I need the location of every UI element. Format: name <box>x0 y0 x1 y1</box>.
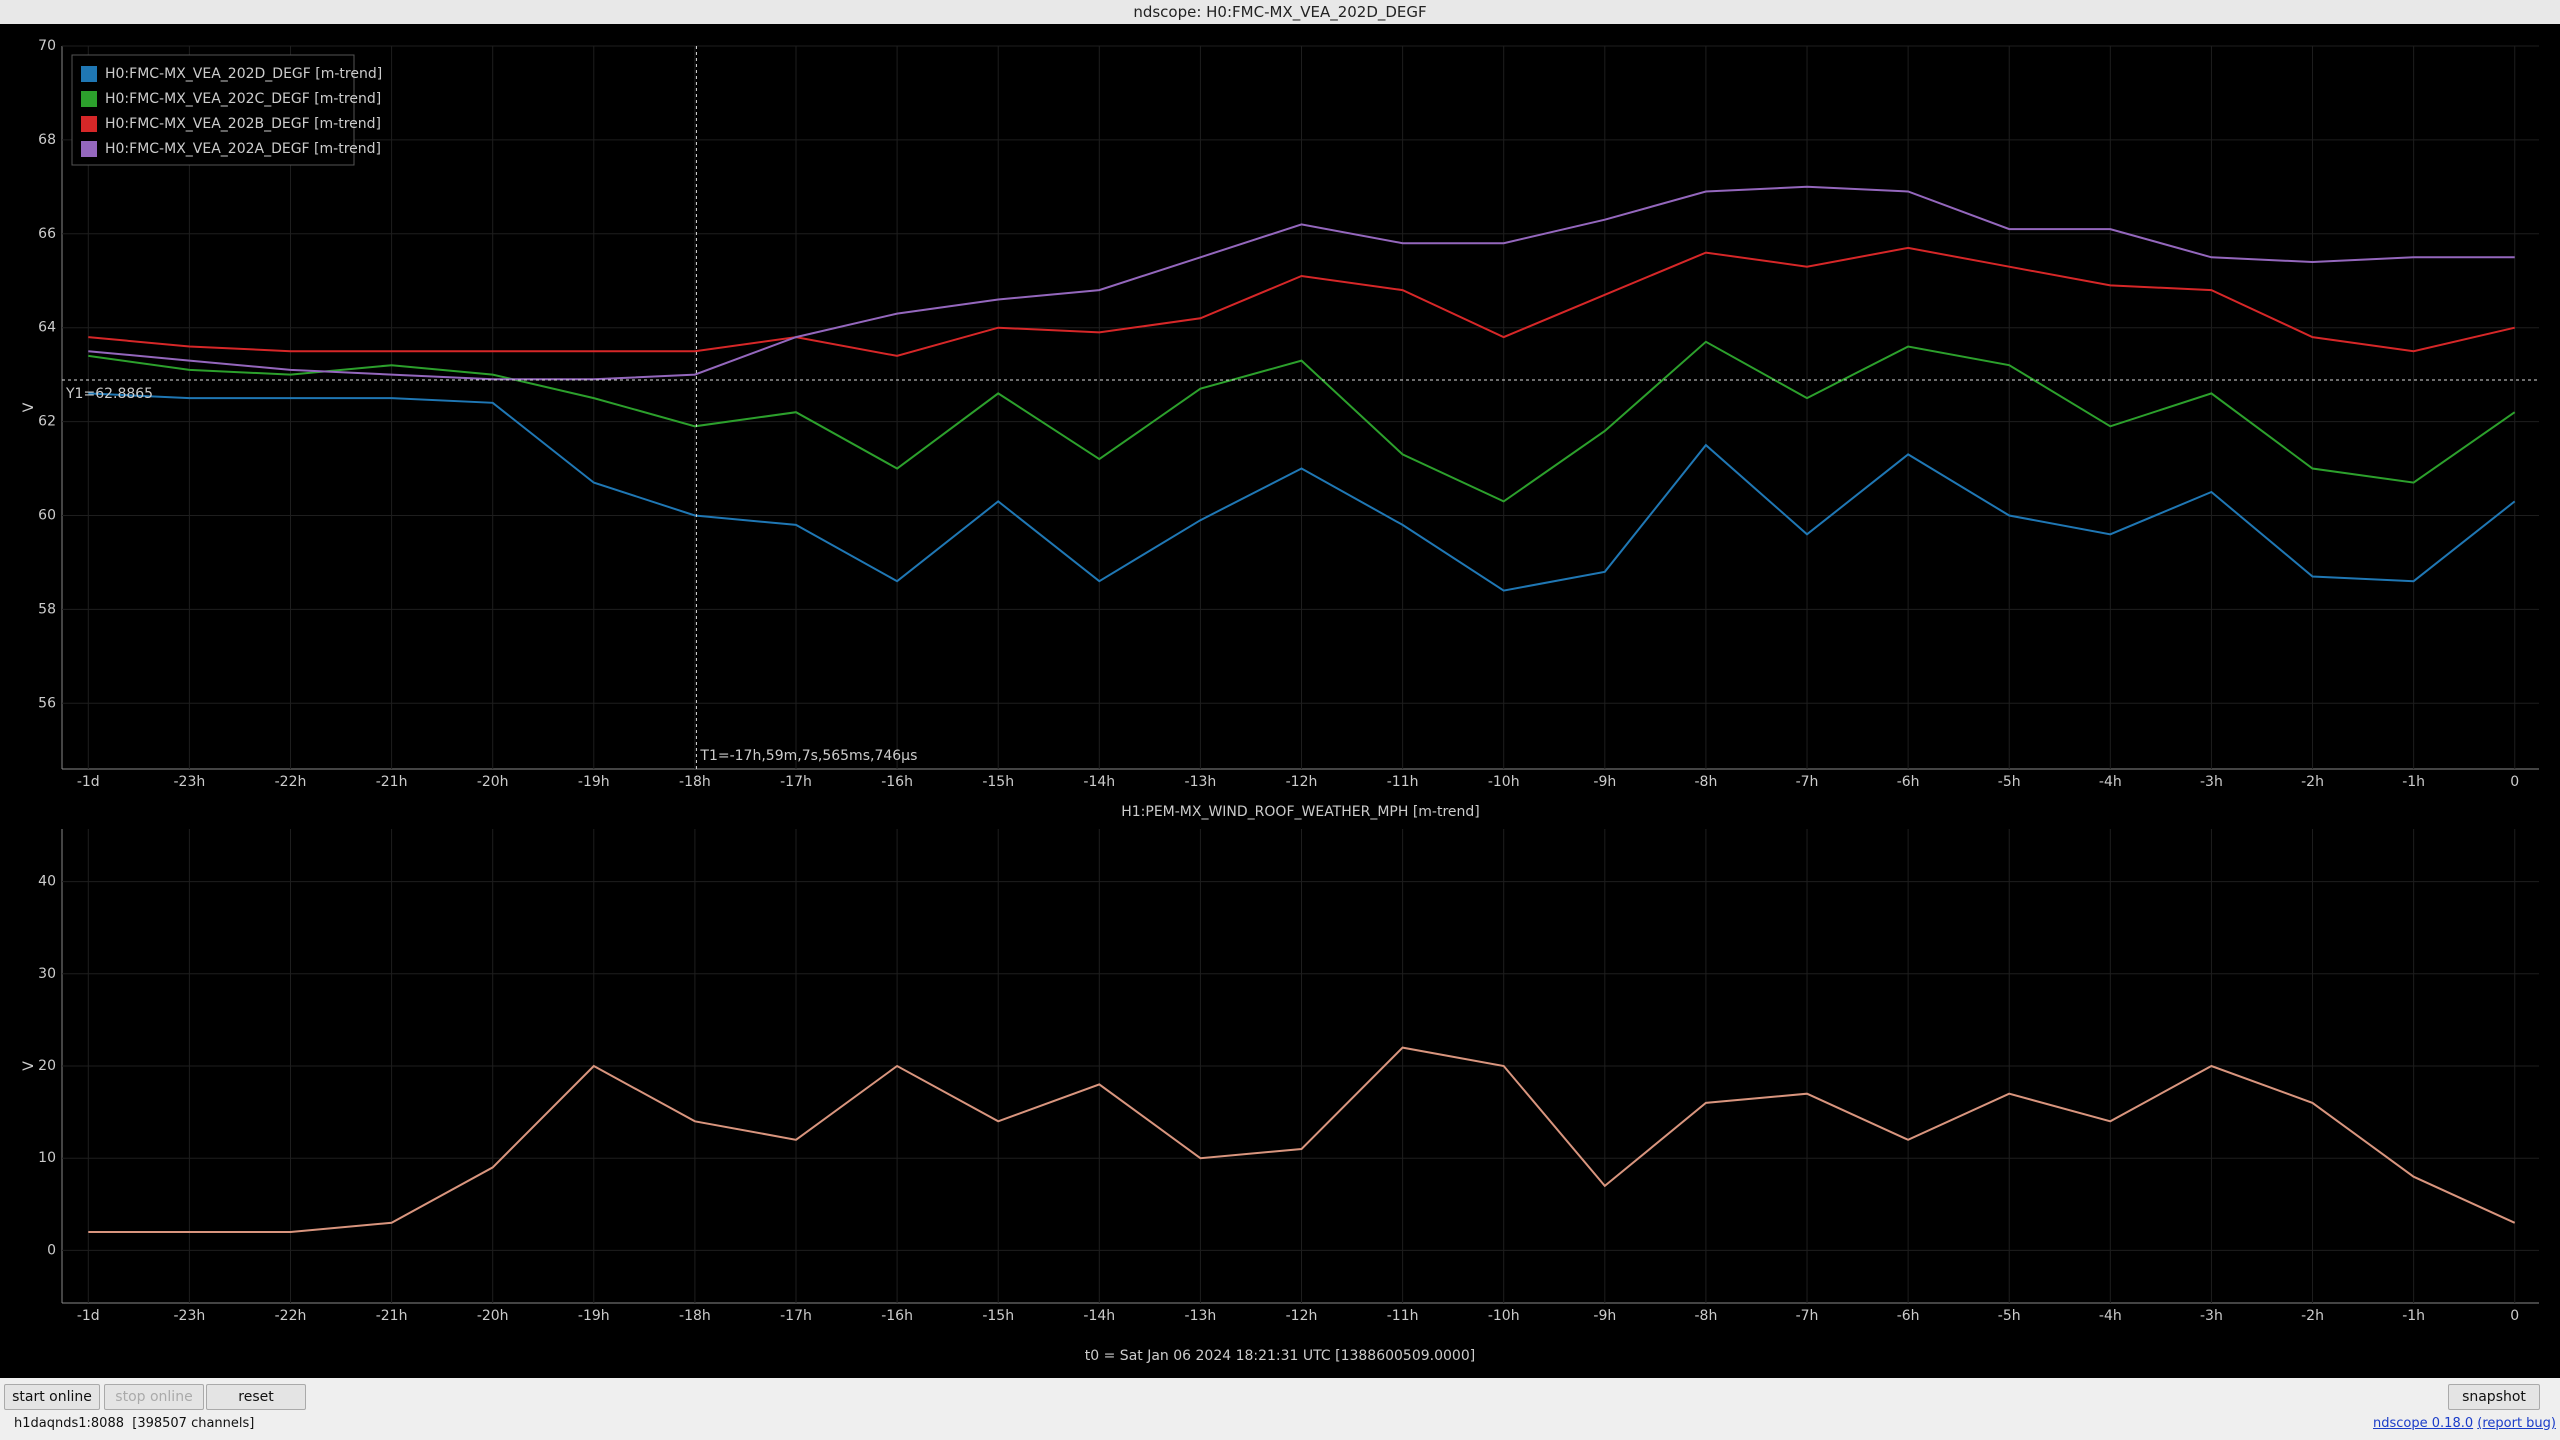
legend-entry: H0:FMC-MX_VEA_202B_DEGF [m-trend] <box>105 116 381 132</box>
plots: -1d -23h -22h -21h -20h -19h -18h -17h -16h -15h -… <box>21 38 2539 1364</box>
status: h1daqnds1:8088 [398507 channels] <box>14 1416 255 1431</box>
start-button[interactable]: start online <box>4 1384 100 1410</box>
x-tick-label: -3h <box>2200 1308 2223 1324</box>
x-tick-label: -14h <box>1083 1308 1115 1324</box>
x-tick-label: -16h <box>881 774 913 790</box>
chart-title: H1:PEM-MX_WIND_ROOF_WEATHER_MPH [m-trend… <box>1121 804 1480 820</box>
reset-button[interactable]: reset <box>206 1384 306 1410</box>
x-tick-label: 0 <box>2510 774 2519 790</box>
x-tick-label: -13h <box>1185 1308 1217 1324</box>
x-tick-label: -6h <box>1897 774 1920 790</box>
x-tick-label: -4h <box>2099 1308 2122 1324</box>
stop-button[interactable]: stop online <box>104 1384 204 1410</box>
x-tick-label: -17h <box>780 1308 812 1324</box>
x-tick-label: -13h <box>1185 774 1217 790</box>
window-title: ndscope: H0:FMC-MX_VEA_202D_DEGF <box>0 0 2560 24</box>
cursor-t1-label: T1=-17h,59m,7s,565ms,746μs <box>699 748 917 764</box>
x-tick-label: -1h <box>2402 1308 2425 1324</box>
x-tick-label: -9h <box>1593 1308 1616 1324</box>
series-line <box>88 392 2516 592</box>
y-tick-label: 30 <box>38 966 56 982</box>
control-bar: start online stop online reset snapshot … <box>0 1378 2560 1440</box>
x-tick-label: -5h <box>1998 774 2021 790</box>
legend-entry: H0:FMC-MX_VEA_202A_DEGF [m-trend] <box>105 141 381 157</box>
x-tick-label: -7h <box>1796 1308 1819 1324</box>
x-tick-label: -22h <box>275 1308 307 1324</box>
legend-entry: H0:FMC-MX_VEA_202D_DEGF [m-trend] <box>105 66 382 82</box>
y-tick-label: 0 <box>47 1242 56 1258</box>
x-tick-label: -12h <box>1286 774 1318 790</box>
x-tick-label: -16h <box>881 1308 913 1324</box>
x-tick-label: -4h <box>2099 774 2122 790</box>
x-tick-label: -7h <box>1796 774 1819 790</box>
legend-box <box>71 54 355 166</box>
x-tick-label: -20h <box>477 1308 509 1324</box>
bug-link[interactable]: (report bug) <box>2477 1416 2556 1431</box>
x-tick-label: -22h <box>275 774 307 790</box>
x-tick-label: -17h <box>780 774 812 790</box>
y-tick-label: 20 <box>38 1058 56 1074</box>
y-tick-label: 58 <box>38 601 56 617</box>
legend-entry: H0:FMC-MX_VEA_202C_DEGF [m-trend] <box>105 91 381 107</box>
x-tick-label: -21h <box>376 774 408 790</box>
x-tick-label: -8h <box>1694 1308 1717 1324</box>
y-tick-label: 10 <box>38 1150 56 1166</box>
y-axis-label: V <box>21 1061 37 1071</box>
series-line <box>88 1046 2516 1233</box>
links: ndscope 0.18.0 (report bug) <box>2373 1416 2556 1431</box>
x-tick-label: -6h <box>1897 1308 1920 1324</box>
legend-swatch <box>81 141 97 157</box>
x-tick-label: -21h <box>376 1308 408 1324</box>
x-tick-label: -10h <box>1488 774 1520 790</box>
x-tick-label: -23h <box>174 1308 206 1324</box>
footer: t0 = Sat Jan 06 2024 18:21:31 UTC [13886… <box>1085 1348 1475 1364</box>
x-tick-label: -2h <box>2301 774 2324 790</box>
legend-swatch <box>81 116 97 132</box>
x-tick-label: -18h <box>679 1308 711 1324</box>
version-link[interactable]: ndscope 0.18.0 <box>2373 1416 2474 1431</box>
x-tick-label: -12h <box>1286 1308 1318 1324</box>
x-tick-label: -14h <box>1083 774 1115 790</box>
x-tick-label: -1d <box>77 774 100 790</box>
x-tick-label: -1h <box>2402 774 2425 790</box>
series-line <box>88 185 2515 381</box>
x-tick-label: -11h <box>1387 1308 1419 1324</box>
x-tick-label: -8h <box>1694 774 1717 790</box>
y-tick-label: 60 <box>38 507 56 523</box>
legend-swatch <box>81 66 97 82</box>
x-tick-label: -9h <box>1593 774 1616 790</box>
y-tick-label: 62 <box>38 414 56 430</box>
y-tick-label: 56 <box>38 695 56 711</box>
y-axis-label: V <box>21 402 37 412</box>
series-line <box>88 340 2516 503</box>
snapshot-button[interactable]: snapshot <box>2448 1384 2540 1410</box>
x-tick-label: -23h <box>174 774 206 790</box>
x-tick-label: -20h <box>477 774 509 790</box>
y-tick-label: 64 <box>38 320 56 336</box>
series-line <box>88 246 2515 357</box>
x-tick-label: -19h <box>578 774 610 790</box>
y-tick-label: 68 <box>38 132 56 148</box>
y-tick-label: 66 <box>38 226 56 242</box>
x-tick-label: 0 <box>2510 1308 2519 1324</box>
cursor-y1-label: Y1=62.8865 <box>65 386 153 402</box>
x-tick-label: -15h <box>982 774 1014 790</box>
x-tick-label: -11h <box>1387 774 1419 790</box>
y-tick-label: 70 <box>38 38 56 54</box>
x-tick-label: -1d <box>77 1308 100 1324</box>
x-tick-label: -5h <box>1998 1308 2021 1324</box>
legend-swatch <box>81 91 97 107</box>
x-tick-label: -3h <box>2200 774 2223 790</box>
x-tick-label: -2h <box>2301 1308 2324 1324</box>
x-tick-label: -19h <box>578 1308 610 1324</box>
y-tick-label: 40 <box>38 874 56 890</box>
x-tick-label: -10h <box>1488 1308 1520 1324</box>
x-tick-label: -15h <box>982 1308 1014 1324</box>
x-tick-label: -18h <box>679 774 711 790</box>
